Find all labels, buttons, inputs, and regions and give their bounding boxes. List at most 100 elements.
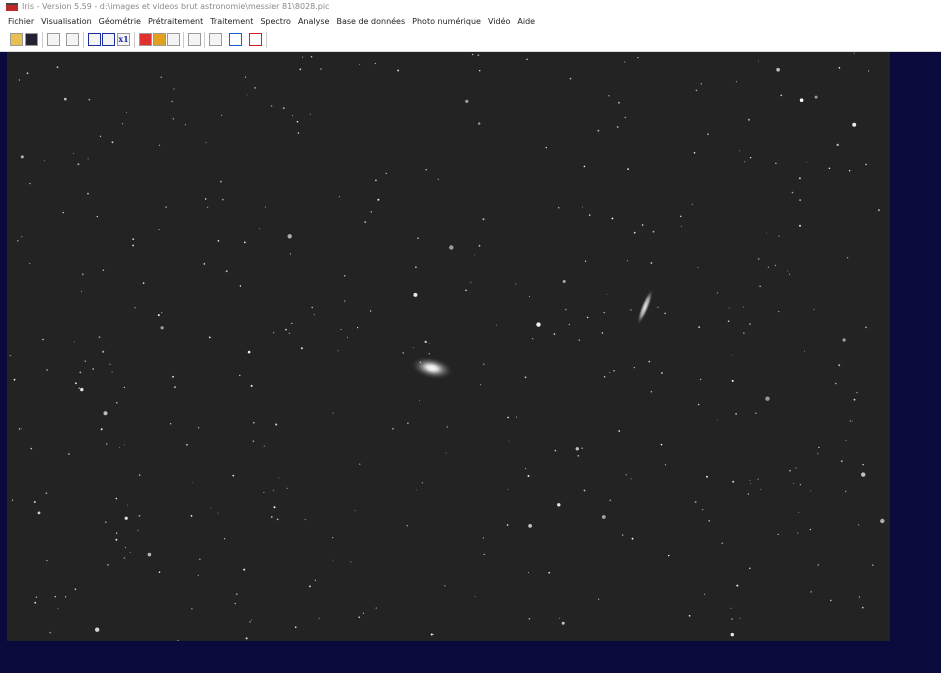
menu-item[interactable]: Visualisation — [41, 17, 92, 26]
menu-item[interactable]: Prétraitement — [147, 17, 204, 26]
star — [276, 518, 279, 521]
star — [111, 141, 114, 144]
star — [119, 447, 120, 448]
star — [109, 363, 111, 365]
star — [192, 482, 194, 484]
star — [33, 501, 36, 503]
star — [508, 440, 510, 442]
star — [799, 484, 802, 486]
star — [337, 350, 339, 352]
move-button[interactable] — [102, 33, 115, 46]
blue-button[interactable] — [229, 33, 242, 46]
star — [29, 262, 31, 265]
star — [743, 332, 745, 334]
undo-button[interactable] — [47, 33, 60, 46]
star — [9, 355, 11, 357]
star — [250, 384, 253, 387]
star — [171, 100, 173, 103]
star — [660, 443, 663, 446]
star — [309, 585, 311, 588]
star — [416, 489, 417, 491]
grid-button[interactable] — [88, 33, 101, 46]
star — [848, 170, 851, 172]
star — [780, 94, 783, 97]
star — [565, 308, 567, 311]
star — [507, 489, 509, 490]
star — [424, 340, 427, 344]
star — [806, 161, 807, 163]
star — [165, 206, 167, 208]
star — [199, 558, 201, 560]
menu-item[interactable]: Base de données — [336, 17, 406, 26]
menu-item[interactable]: Vidéo — [487, 17, 511, 26]
star — [728, 307, 730, 309]
star — [814, 95, 818, 99]
star — [817, 564, 819, 566]
star — [868, 70, 870, 72]
list-button[interactable] — [188, 33, 201, 46]
star — [583, 165, 586, 168]
star — [536, 322, 541, 327]
star — [750, 483, 751, 484]
star — [46, 369, 48, 371]
menu-item[interactable]: Spectro — [260, 17, 291, 26]
star — [861, 472, 866, 477]
star — [263, 492, 265, 493]
star — [374, 62, 376, 65]
star — [54, 596, 56, 598]
star — [264, 206, 266, 208]
menu-item[interactable]: Aide — [517, 17, 536, 26]
star — [437, 178, 439, 180]
open-button[interactable] — [10, 33, 23, 46]
star — [618, 101, 620, 104]
star — [102, 350, 105, 353]
star — [64, 97, 67, 101]
star — [359, 463, 361, 465]
star — [732, 480, 735, 483]
star — [42, 338, 44, 341]
star — [105, 521, 107, 523]
star — [207, 206, 209, 208]
star — [87, 158, 89, 160]
star — [370, 211, 372, 213]
menu-item[interactable]: Photo numérique — [412, 17, 481, 26]
menu-item[interactable]: Traitement — [210, 17, 254, 26]
star — [65, 596, 67, 598]
star — [767, 266, 770, 268]
star — [778, 235, 780, 237]
star — [172, 118, 174, 120]
separator — [83, 32, 84, 48]
star — [115, 538, 118, 541]
star — [845, 490, 847, 493]
palette-button[interactable] — [153, 33, 166, 46]
star — [818, 446, 820, 448]
menu-item[interactable]: Géométrie — [98, 17, 141, 26]
histogram-button[interactable] — [167, 33, 180, 46]
star — [581, 447, 583, 450]
star — [840, 460, 843, 463]
zoom-button[interactable]: x1 — [117, 33, 130, 46]
star — [730, 607, 732, 609]
star — [853, 398, 856, 401]
star — [310, 55, 313, 58]
star — [532, 338, 534, 340]
menu-item[interactable]: Fichier — [8, 17, 35, 26]
star — [309, 113, 311, 115]
star — [633, 231, 636, 234]
red-button[interactable] — [249, 33, 262, 46]
star — [235, 593, 238, 596]
star — [359, 64, 361, 66]
threshold-button[interactable] — [139, 33, 152, 46]
separator — [266, 32, 267, 48]
star — [477, 54, 480, 57]
star — [730, 632, 734, 637]
star — [650, 262, 653, 264]
settings-button[interactable] — [66, 33, 79, 46]
menu-item[interactable]: Analyse — [297, 17, 330, 26]
star — [637, 57, 639, 59]
save-button[interactable] — [25, 33, 38, 46]
star — [650, 390, 653, 393]
star — [186, 444, 188, 446]
camera-button[interactable] — [209, 33, 222, 46]
